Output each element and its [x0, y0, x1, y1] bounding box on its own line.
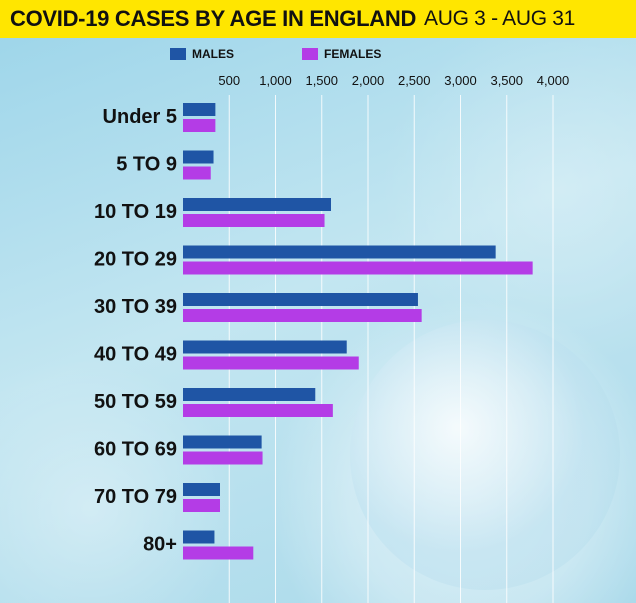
- virus-illustration: [350, 320, 620, 590]
- x-tick-label: 2,000: [352, 73, 385, 88]
- bar-females: [183, 499, 220, 512]
- chart-date-range: AUG 3 - AUG 31: [424, 7, 576, 30]
- bar-males: [183, 388, 316, 401]
- bar-males: [183, 150, 214, 164]
- bar-females: [183, 356, 359, 370]
- bar-males: [183, 483, 220, 496]
- legend: MALES FEMALES: [170, 47, 381, 61]
- x-tick-label: 1,500: [305, 73, 338, 88]
- bar-males: [183, 198, 331, 211]
- legend-swatch-males: [170, 48, 186, 60]
- category-label: 10 TO 19: [94, 201, 177, 223]
- category-label: 50 TO 59: [94, 391, 177, 413]
- bar-females: [183, 451, 263, 465]
- category-label: 20 TO 29: [94, 249, 177, 271]
- bar-females: [183, 166, 211, 180]
- category-label: Under 5: [103, 106, 177, 128]
- legend-label-females: FEMALES: [324, 47, 382, 61]
- bar-males: [183, 245, 496, 259]
- x-tick-label: 1,000: [259, 73, 292, 88]
- bar-males: [183, 293, 418, 306]
- bar-males: [183, 340, 347, 354]
- category-label: 80+: [143, 534, 177, 556]
- bar-females: [183, 546, 254, 560]
- bar-males: [183, 103, 216, 116]
- category-label: 40 TO 49: [94, 344, 177, 366]
- x-tick-label: 3,500: [490, 73, 523, 88]
- legend-swatch-females: [302, 48, 318, 60]
- x-tick-label: 3,000: [444, 73, 477, 88]
- bar-females: [183, 404, 333, 417]
- category-label: 5 TO 9: [116, 154, 177, 176]
- bar-females: [183, 261, 533, 275]
- chart-header: COVID-19 CASES BY AGE IN ENGLAND AUG 3 -…: [0, 0, 636, 38]
- bar-males: [183, 435, 262, 449]
- legend-item-males: MALES: [170, 47, 234, 61]
- x-tick-label: 4,000: [537, 73, 570, 88]
- category-label: 60 TO 69: [94, 439, 177, 461]
- legend-label-males: MALES: [192, 47, 234, 61]
- category-label: 30 TO 39: [94, 296, 177, 318]
- bar-females: [183, 214, 325, 227]
- x-tick-label: 500: [218, 73, 240, 88]
- legend-item-females: FEMALES: [302, 47, 381, 61]
- bar-females: [183, 119, 216, 132]
- bar-females: [183, 309, 422, 322]
- chart-title: COVID-19 CASES BY AGE IN ENGLAND: [10, 6, 417, 31]
- category-label: 70 TO 79: [94, 486, 177, 508]
- bar-males: [183, 530, 215, 544]
- x-tick-label: 2,500: [398, 73, 431, 88]
